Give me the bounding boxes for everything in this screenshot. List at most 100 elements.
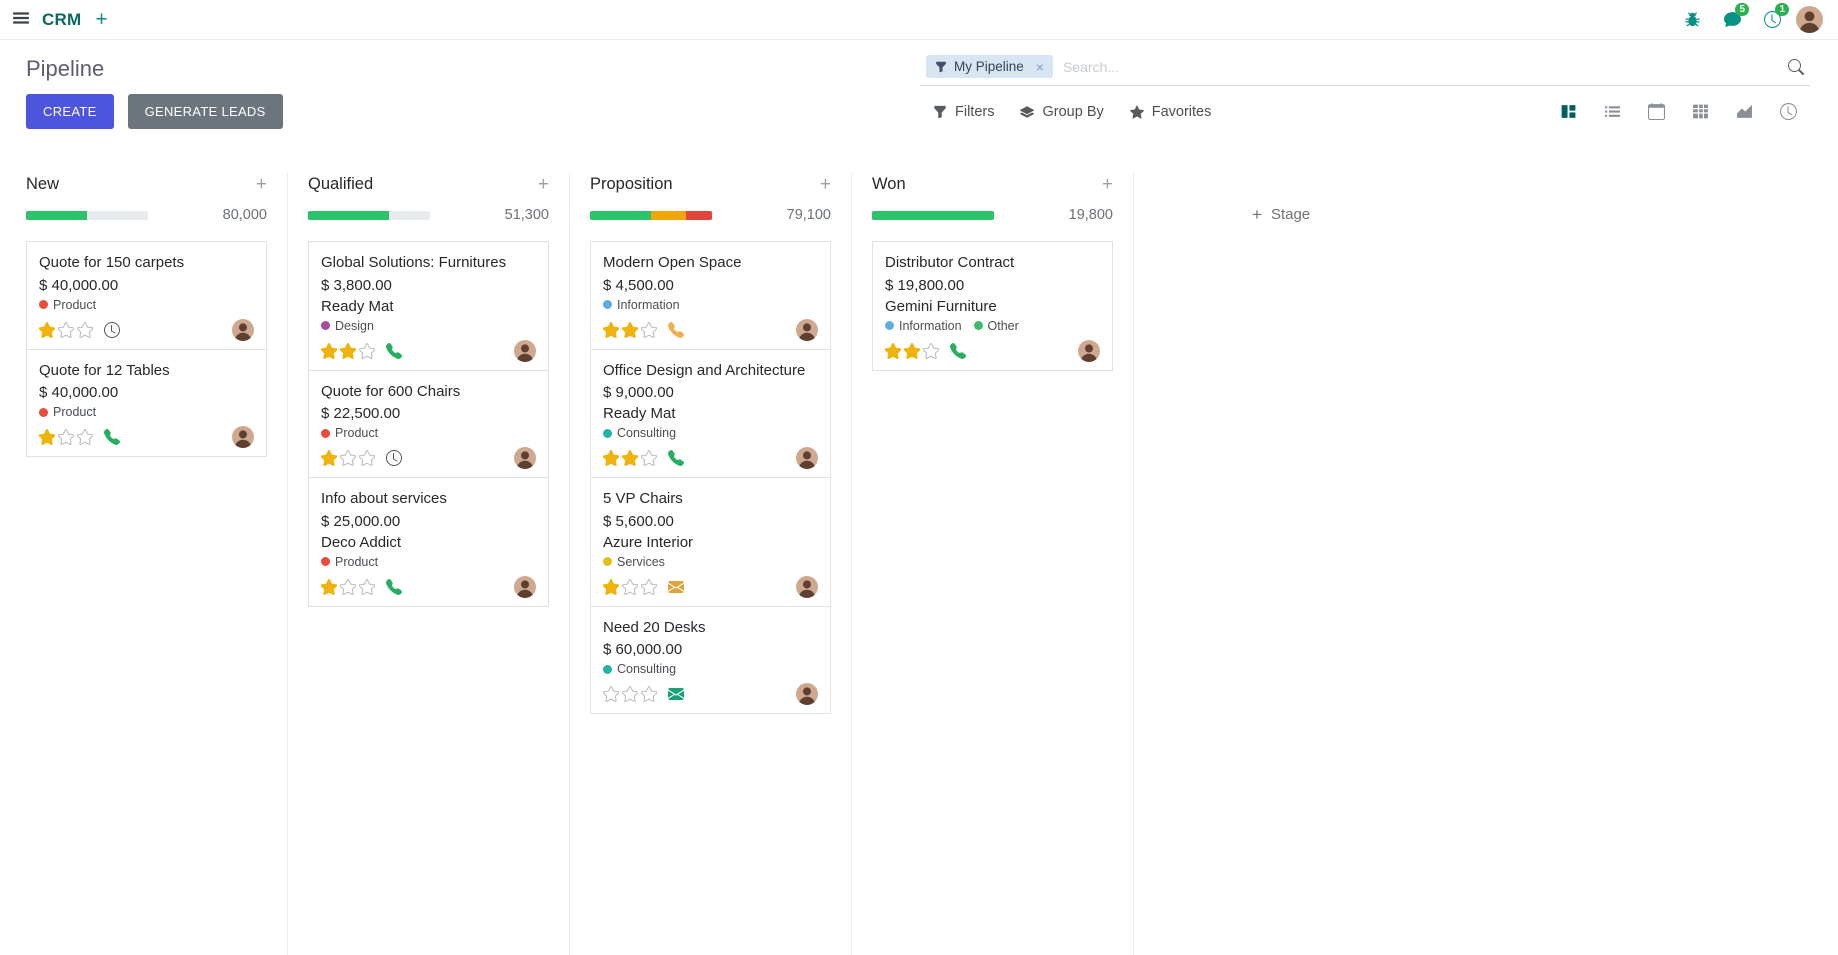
search-input[interactable] — [1062, 58, 1778, 75]
top-navbar: CRM + 5 1 — [0, 0, 1838, 40]
phone-activity-icon[interactable] — [104, 429, 120, 445]
apps-menu-button[interactable] — [12, 9, 30, 30]
star-icon[interactable] — [603, 578, 619, 595]
add-record-button[interactable]: + — [1101, 173, 1113, 195]
kanban-view-button[interactable] — [1546, 95, 1590, 129]
envelope-activity-icon[interactable] — [668, 686, 684, 702]
star-icon[interactable] — [923, 342, 939, 359]
tag-label: Information — [899, 318, 962, 333]
star-icon[interactable] — [340, 342, 356, 359]
priority-stars — [39, 321, 93, 338]
priority-stars — [603, 450, 657, 466]
star-icon[interactable] — [321, 578, 337, 595]
list-view-button[interactable] — [1590, 95, 1634, 129]
star-icon[interactable] — [641, 450, 657, 466]
kanban-card[interactable]: Modern Open Space $ 4,500.00 Information — [590, 241, 831, 350]
clock-activity-icon[interactable] — [104, 321, 120, 338]
star-icon[interactable] — [641, 686, 657, 702]
add-record-button[interactable]: + — [537, 173, 549, 195]
column-progressbar[interactable] — [872, 210, 994, 220]
kanban-card[interactable]: Distributor Contract $ 19,800.00 Gemini Fu… — [872, 241, 1113, 371]
app-name-menu[interactable]: CRM — [42, 9, 82, 29]
debug-button[interactable] — [1674, 2, 1710, 38]
kanban-card[interactable]: Need 20 Desks $ 60,000.00 Consulting — [590, 605, 831, 714]
activity-view-button[interactable] — [1766, 95, 1810, 129]
phone-activity-icon[interactable] — [668, 321, 684, 338]
card-footer — [321, 339, 536, 362]
create-button[interactable]: CREATE — [26, 94, 114, 129]
tag-label: Consulting — [617, 426, 677, 440]
card-tag: Product — [321, 555, 378, 569]
kanban-card[interactable]: Office Design and Architecture $ 9,000.00… — [590, 348, 831, 478]
phone-activity-icon[interactable] — [386, 342, 402, 359]
kanban-card[interactable]: Global Solutions: Furnitures $ 3,800.00 Re… — [308, 241, 549, 371]
star-icon[interactable] — [359, 578, 375, 595]
search-icon[interactable] — [1788, 58, 1804, 75]
plus-icon: + — [1252, 205, 1262, 224]
star-icon[interactable] — [321, 450, 337, 466]
star-icon[interactable] — [77, 321, 93, 338]
star-icon[interactable] — [39, 429, 55, 445]
kanban-card[interactable]: Quote for 150 carpets $ 40,000.00 Product — [26, 241, 267, 350]
user-menu-button[interactable] — [1794, 5, 1824, 35]
star-icon[interactable] — [622, 578, 638, 595]
group-by-button[interactable]: Group By — [1007, 96, 1116, 128]
column-header: New + — [26, 173, 267, 195]
calendar-view-icon — [1647, 103, 1665, 120]
star-icon[interactable] — [622, 450, 638, 466]
salesperson-avatar — [514, 339, 536, 362]
star-icon[interactable] — [603, 321, 619, 338]
star-icon[interactable] — [359, 342, 375, 359]
star-icon[interactable] — [904, 342, 920, 359]
card-tag: Services — [603, 555, 665, 569]
calendar-view-button[interactable] — [1634, 95, 1678, 129]
star-icon[interactable] — [641, 578, 657, 595]
star-icon[interactable] — [77, 429, 93, 445]
star-icon[interactable] — [603, 450, 619, 466]
star-icon[interactable] — [359, 450, 375, 466]
column-progressbar[interactable] — [590, 210, 712, 220]
filters-button[interactable]: Filters — [920, 96, 1007, 128]
star-icon[interactable] — [641, 321, 657, 338]
star-icon[interactable] — [340, 578, 356, 595]
column-progress-row: 51,300 — [308, 207, 549, 223]
column-progressbar[interactable] — [308, 210, 430, 220]
kanban-card[interactable]: Quote for 12 Tables $ 40,000.00 Product — [26, 348, 267, 457]
add-stage-button[interactable]: + Stage — [1252, 206, 1310, 223]
star-icon[interactable] — [885, 342, 901, 359]
star-icon[interactable] — [39, 321, 55, 338]
activities-button[interactable]: 1 — [1754, 2, 1790, 38]
phone-activity-icon[interactable] — [668, 450, 684, 466]
add-window-button[interactable]: + — [95, 8, 108, 31]
star-icon[interactable] — [340, 450, 356, 466]
envelope-activity-icon[interactable] — [668, 579, 684, 595]
star-icon[interactable] — [58, 429, 74, 445]
column-progressbar[interactable] — [26, 210, 148, 220]
star-icon[interactable] — [622, 321, 638, 338]
graph-view-button[interactable] — [1722, 95, 1766, 129]
kanban-card[interactable]: Info about services $ 25,000.00 Deco Addic… — [308, 477, 549, 607]
star-icon[interactable] — [603, 686, 619, 702]
kanban-card[interactable]: 5 VP Chairs $ 5,600.00 Azure Interior Servi… — [590, 477, 831, 607]
generate-leads-button[interactable]: GENERATE LEADS — [127, 94, 283, 129]
card-tags: Product — [321, 555, 536, 569]
messages-button[interactable]: 5 — [1714, 2, 1750, 38]
add-record-button[interactable]: + — [819, 173, 831, 195]
card-tags: Product — [321, 426, 536, 440]
activity-view-icon — [1779, 103, 1797, 120]
clock-activity-icon[interactable] — [386, 450, 402, 466]
card-amount: $ 25,000.00 — [321, 512, 401, 530]
add-record-button[interactable]: + — [255, 173, 267, 195]
pivot-view-button[interactable] — [1678, 95, 1722, 129]
phone-activity-icon[interactable] — [386, 578, 402, 595]
star-icon[interactable] — [622, 686, 638, 702]
progress-segment — [651, 210, 687, 220]
card-partner: Azure Interior — [603, 533, 694, 551]
star-icon[interactable] — [58, 321, 74, 338]
favorites-button[interactable]: Favorites — [1117, 96, 1225, 128]
facet-remove-icon[interactable]: × — [1035, 58, 1044, 75]
column-progress-row: 19,800 — [872, 207, 1113, 223]
kanban-card[interactable]: Quote for 600 Chairs $ 22,500.00 Product — [308, 369, 549, 478]
phone-activity-icon[interactable] — [950, 342, 966, 359]
star-icon[interactable] — [321, 342, 337, 359]
